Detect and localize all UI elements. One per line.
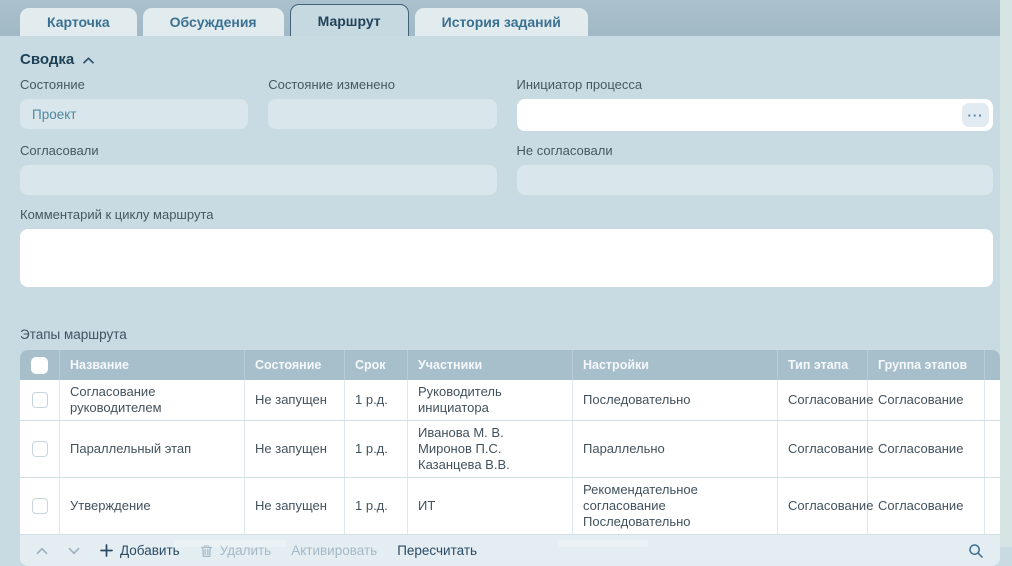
row-checkbox[interactable]	[31, 498, 48, 514]
row-checkbox-cell	[20, 380, 60, 420]
recalculate-button-label: Пересчитать	[397, 543, 478, 558]
add-button[interactable]: Добавить	[100, 543, 180, 558]
cell-state: Не запущен	[245, 478, 345, 534]
not-approved-label: Не согласовали	[516, 143, 613, 158]
comment-label: Комментарий к циклу маршрута	[20, 207, 214, 222]
tab-discussions[interactable]: Обсуждения	[142, 8, 284, 36]
stage-row[interactable]: Согласование руководителем Не запущен 1 р.…	[20, 380, 1000, 421]
initiator-picker-button[interactable]: ···	[962, 103, 989, 127]
select-all-cell	[20, 350, 60, 380]
stages-toolbar: Добавить Удалить Активировать Пересчитат…	[20, 535, 1000, 566]
row-checkbox-cell	[20, 478, 60, 534]
background-watermark	[558, 540, 648, 547]
tab-route[interactable]: Маршрут	[289, 4, 409, 36]
cell-group: Согласование	[868, 421, 985, 477]
summary-section-title: Сводка	[20, 51, 75, 68]
stage-row[interactable]: Утверждение Не запущен 1 р.д. ИТ Рекомендате…	[20, 478, 1000, 535]
row-checkbox-cell	[20, 421, 60, 477]
move-down-button[interactable]	[68, 547, 80, 555]
cell-name: Параллельный этап	[60, 421, 245, 477]
initiator-input[interactable]	[516, 99, 993, 131]
add-button-label: Добавить	[120, 543, 180, 558]
tab-task-history[interactable]: История заданий	[414, 8, 588, 36]
search-icon[interactable]	[968, 543, 984, 559]
move-up-button[interactable]	[36, 547, 48, 555]
column-header[interactable]: Участники	[408, 350, 573, 380]
select-all-checkbox[interactable]	[31, 356, 48, 374]
plus-icon	[100, 544, 113, 557]
state-label: Состояние	[20, 77, 85, 92]
cell-settings: Параллельно	[573, 421, 778, 477]
column-header[interactable]: Тип этапа	[778, 350, 868, 380]
column-header[interactable]: Группа этапов	[868, 350, 985, 380]
cell-term: 1 р.д.	[345, 421, 408, 477]
initiator-field-block: Инициатор процесса ···	[516, 77, 993, 131]
row-checkbox[interactable]	[31, 441, 48, 457]
tab-bar: Карточка Обсуждения Маршрут История зада…	[0, 0, 1012, 36]
column-header[interactable]: Название	[60, 350, 245, 380]
stages-table-body: Согласование руководителем Не запущен 1 р.…	[20, 380, 1000, 535]
column-header[interactable]: Состояние	[245, 350, 345, 380]
cell-name: Утверждение	[60, 478, 245, 534]
route-tab-content: Сводка Состояние Состояние изменено Иниц…	[0, 36, 1012, 566]
cell-sliver	[985, 380, 1000, 420]
background-watermark	[174, 540, 286, 547]
cell-participants: ИТ	[408, 478, 573, 534]
collapse-summary-icon[interactable]	[83, 57, 95, 64]
state-field-block: Состояние	[20, 77, 249, 131]
cell-settings: Рекомендательное согласование Последовате…	[573, 478, 778, 534]
cell-settings: Последовательно	[573, 380, 778, 420]
column-header-sliver	[985, 350, 1000, 380]
cell-term: 1 р.д.	[345, 380, 408, 420]
initiator-label: Инициатор процесса	[516, 77, 643, 92]
summary-fields: Состояние Состояние изменено Инициатор п…	[20, 77, 993, 195]
stage-row[interactable]: Параллельный этап Не запущен 1 р.д. Иванова…	[20, 421, 1000, 478]
stages-table-header: Название Состояние Срок Участники Настройки Т…	[20, 350, 1000, 380]
scrollbar-track[interactable]	[1000, 0, 1012, 547]
cell-group: Согласование	[868, 478, 985, 534]
stages-table-title: Этапы маршрута	[20, 327, 127, 342]
stages-table: Название Состояние Срок Участники Настройки Т…	[20, 350, 1000, 566]
column-header[interactable]: Срок	[345, 350, 408, 380]
state-changed-field-block: Состояние изменено	[268, 77, 497, 131]
cell-state: Не запущен	[245, 380, 345, 420]
cell-participants: Руководитель инициатора	[408, 380, 573, 420]
approved-label: Согласовали	[20, 143, 99, 158]
cell-group: Согласование	[868, 380, 985, 420]
state-input	[20, 99, 249, 129]
activate-button-label: Активировать	[291, 543, 378, 558]
recalculate-button[interactable]: Пересчитать	[397, 543, 477, 558]
cell-sliver	[985, 478, 1000, 534]
cell-type: Согласование	[778, 421, 873, 477]
cell-name: Согласование руководителем	[60, 380, 245, 420]
summary-section-header: Сводка	[20, 51, 992, 68]
approved-field-block: Согласовали	[20, 143, 497, 195]
state-changed-label: Состояние изменено	[268, 77, 395, 92]
cell-type: Согласование	[778, 380, 873, 420]
row-checkbox[interactable]	[31, 392, 48, 408]
cell-term: 1 р.д.	[345, 478, 408, 534]
not-approved-field-block: Не согласовали	[516, 143, 993, 195]
cell-state: Не запущен	[245, 421, 345, 477]
not-approved-input	[516, 165, 993, 195]
tab-card[interactable]: Карточка	[20, 8, 137, 36]
cell-type: Согласование	[778, 478, 873, 534]
cell-sliver	[985, 421, 1000, 477]
state-changed-input	[268, 99, 497, 129]
comment-textarea[interactable]	[20, 229, 993, 287]
approved-input	[20, 165, 497, 195]
column-header[interactable]: Настройки	[573, 350, 778, 380]
cell-participants: Иванова М. В. Миронов П.С. Казанцева В.В.	[408, 421, 573, 477]
comment-field-block: Комментарий к циклу маршрута	[20, 207, 993, 287]
activate-button[interactable]: Активировать	[291, 543, 377, 558]
